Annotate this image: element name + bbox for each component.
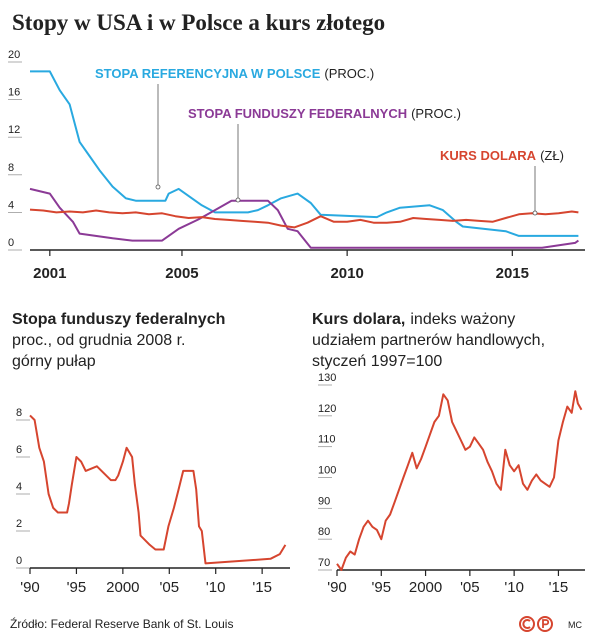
chart-subtitle: udziałem partnerów handlowych, [312,332,545,349]
credit: MC [568,620,582,630]
page-title: Stopy w USA i w Polsce a kurs złotego [12,10,385,35]
y-tick-label: 100 [318,465,336,477]
chart-subtitle: proc., od grudnia 2008 r. [12,332,185,349]
x-tick-label: 2000 [106,579,139,596]
series-name: KURS DOLARA [440,148,537,163]
chart-subtitle: styczeń 1997=100 [312,353,442,370]
x-tick-label: '90 [20,579,40,596]
chart-title: Kurs dolara, indeks ważony [312,311,515,328]
series-unit: (PROC.) [411,106,461,121]
chart-title: Stopa funduszy federalnych [12,311,225,328]
series-line [29,187,579,249]
leader-dot [155,184,161,190]
x-tick-label: '95 [372,579,392,596]
x-tick-label: '15 [549,579,569,596]
license-icons [519,616,553,632]
x-tick-label: '95 [67,579,87,596]
series-label: KURS DOLARA (ZŁ) [440,148,564,163]
x-tick-label: '05 [460,579,480,596]
chart-subtitle: górny pułap [12,353,96,370]
chart-title-text: Kurs dolara, [312,311,405,328]
x-tick-label: 2001 [33,265,66,282]
y-tick-label: 2 [16,518,22,530]
series-unit: (PROC.) [324,66,374,81]
data-line [29,414,287,565]
series-line [29,208,579,229]
chart-title-text: Stopa funduszy federalnych [12,311,225,328]
y-tick-label: 120 [318,403,336,415]
y-tick-label: 6 [16,444,22,456]
series-line [30,70,579,237]
y-tick-label: 8 [16,407,22,419]
leader-dot [532,210,538,216]
source: Źródło: Federal Reserve Bank of St. Loui… [10,616,233,631]
series-label: STOPA FUNDUSZY FEDERALNYCH (PROC.) [188,106,461,121]
y-tick-label: 80 [318,526,330,538]
x-tick-label: '10 [206,579,226,596]
series-unit: (ZŁ) [540,148,564,163]
series-name: STOPA FUNDUSZY FEDERALNYCH [188,106,407,121]
y-tick-label: 4 [16,481,22,493]
x-tick-label: '05 [160,579,180,596]
x-tick-label: '90 [327,579,347,596]
x-tick-label: 2015 [496,265,529,282]
y-tick-label: 12 [8,124,20,136]
data-line [336,390,583,571]
x-tick-label: '10 [504,579,524,596]
x-tick-label: 2000 [409,579,442,596]
y-tick-label: 130 [318,372,336,384]
y-tick-label: 4 [8,199,14,211]
y-tick-label: 0 [8,237,14,249]
y-tick-label: 16 [8,87,20,99]
series-name: STOPA REFERENCYJNA W POLSCE [95,66,321,81]
y-tick-label: 70 [318,557,330,569]
x-tick-label: '15 [252,579,272,596]
chart-subtitle: indeks ważony [410,311,515,328]
leader-dot [235,197,241,203]
y-tick-label: 0 [16,555,22,567]
y-tick-label: 90 [318,495,330,507]
series-label: STOPA REFERENCYJNA W POLSCE (PROC.) [95,66,374,81]
x-tick-label: 2010 [330,265,363,282]
x-tick-label: 2005 [165,265,198,282]
y-tick-label: 8 [8,162,14,174]
y-tick-label: 20 [8,49,20,61]
y-tick-label: 110 [318,434,336,446]
